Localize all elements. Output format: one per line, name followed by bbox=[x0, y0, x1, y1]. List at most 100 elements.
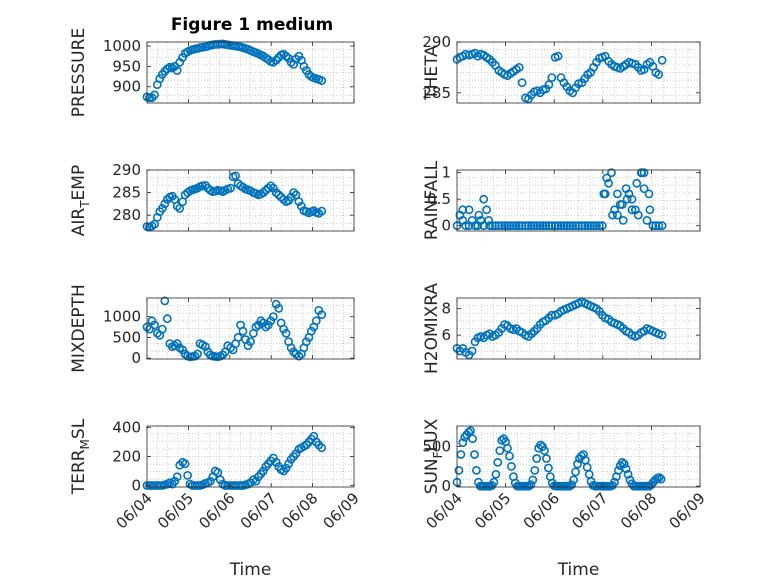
data-point bbox=[458, 215, 468, 225]
data-point bbox=[592, 221, 601, 231]
axes-box bbox=[456, 425, 701, 488]
axes-box bbox=[146, 297, 355, 360]
data-point bbox=[619, 459, 629, 469]
data-point bbox=[471, 465, 481, 475]
y-tick-label: 0 bbox=[131, 349, 141, 367]
axes-box bbox=[456, 41, 701, 104]
y-tick-label: 8 bbox=[441, 300, 451, 318]
data-point bbox=[532, 454, 542, 463]
data-point bbox=[637, 168, 647, 178]
data-point bbox=[500, 221, 509, 231]
data-point bbox=[205, 476, 215, 486]
data-point bbox=[602, 173, 612, 183]
data-point bbox=[627, 205, 637, 215]
data-point bbox=[562, 221, 572, 231]
data-point bbox=[550, 221, 560, 231]
data-point bbox=[571, 221, 580, 231]
data-point bbox=[514, 63, 524, 72]
data-point bbox=[172, 66, 182, 75]
data-point bbox=[466, 426, 475, 436]
data-point bbox=[645, 205, 655, 215]
series-points bbox=[142, 171, 327, 232]
data-point bbox=[157, 203, 167, 213]
data-point bbox=[657, 55, 667, 65]
data-point bbox=[170, 476, 180, 486]
data-point bbox=[183, 470, 192, 480]
data-point bbox=[573, 459, 582, 469]
data-point bbox=[317, 206, 327, 216]
data-point bbox=[180, 459, 190, 469]
data-point bbox=[246, 337, 255, 346]
data-point bbox=[266, 181, 276, 191]
data-point bbox=[274, 303, 284, 313]
data-point bbox=[586, 221, 595, 231]
data-point bbox=[279, 194, 288, 204]
data-point bbox=[621, 464, 631, 474]
y-tick-label: 290 bbox=[112, 161, 141, 179]
data-point bbox=[311, 316, 321, 326]
data-point bbox=[617, 457, 627, 467]
data-point bbox=[540, 446, 549, 455]
data-point bbox=[489, 477, 499, 487]
y-tick-label: 900 bbox=[112, 78, 141, 96]
y-tick-label: 290 bbox=[422, 33, 451, 51]
x-axis-label: Time bbox=[229, 560, 272, 580]
data-point bbox=[589, 221, 598, 231]
data-point bbox=[622, 194, 632, 204]
data-point bbox=[160, 199, 170, 209]
axes-box bbox=[146, 41, 355, 104]
y-tick-label: 400 bbox=[112, 418, 141, 436]
y-axis-label-subscript: M bbox=[78, 439, 92, 449]
data-point bbox=[470, 221, 480, 231]
data-point bbox=[284, 459, 293, 469]
data-point bbox=[226, 183, 235, 193]
data-point bbox=[286, 192, 296, 202]
y-axis-label: MIXDEPTH bbox=[69, 284, 89, 373]
data-point bbox=[485, 221, 494, 231]
y-tick-label: 1 bbox=[441, 164, 451, 182]
data-point bbox=[263, 183, 273, 193]
data-point bbox=[497, 435, 507, 445]
data-point bbox=[503, 221, 512, 231]
data-point bbox=[595, 221, 604, 231]
y-axis-label: THETA bbox=[422, 45, 442, 101]
series-points bbox=[142, 431, 327, 490]
data-point bbox=[172, 201, 182, 211]
grid bbox=[457, 170, 700, 231]
data-point bbox=[474, 210, 484, 220]
data-point bbox=[495, 446, 505, 455]
y-tick-label: 0.5 bbox=[427, 190, 451, 208]
data-point bbox=[559, 221, 569, 231]
data-point bbox=[527, 221, 536, 231]
data-point bbox=[458, 438, 468, 447]
data-point bbox=[597, 221, 607, 231]
figure-title: Figure 1 medium bbox=[171, 15, 333, 35]
data-point bbox=[547, 73, 557, 82]
data-point bbox=[608, 210, 617, 220]
data-point bbox=[565, 221, 575, 231]
data-point bbox=[464, 205, 474, 215]
y-axis-label-subscript: F bbox=[431, 451, 445, 458]
data-point bbox=[657, 330, 667, 340]
y-axis-label: PRESSURE bbox=[69, 28, 89, 117]
data-point bbox=[556, 221, 566, 231]
series-points bbox=[452, 426, 666, 491]
y-axis-label-subscript: T bbox=[78, 200, 92, 209]
data-point bbox=[541, 221, 551, 231]
y-tick-label: 950 bbox=[112, 57, 141, 75]
data-point bbox=[571, 467, 580, 477]
data-point bbox=[553, 221, 563, 231]
data-point bbox=[521, 221, 530, 231]
data-point bbox=[583, 221, 593, 231]
data-point bbox=[482, 205, 491, 215]
data-point bbox=[614, 465, 623, 475]
data-point bbox=[162, 314, 172, 324]
data-point bbox=[633, 210, 643, 220]
subplot-3: 280 285 290 AIRTEMP bbox=[69, 161, 355, 236]
data-point bbox=[644, 189, 654, 199]
data-point bbox=[491, 469, 501, 479]
data-point bbox=[281, 328, 291, 338]
data-point bbox=[528, 475, 538, 485]
data-point bbox=[470, 450, 479, 459]
